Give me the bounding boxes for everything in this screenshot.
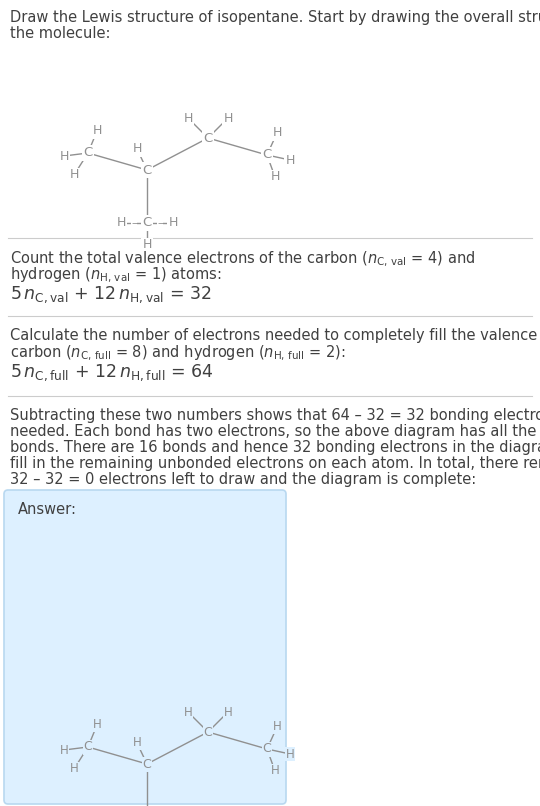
Text: H: H [272, 127, 282, 139]
Text: the molecule:: the molecule: [10, 26, 111, 41]
Text: H: H [132, 143, 141, 156]
Text: H: H [168, 217, 178, 230]
Text: C: C [84, 741, 92, 754]
Text: H: H [271, 171, 280, 184]
Text: H: H [92, 124, 102, 138]
Text: H: H [184, 705, 192, 718]
Text: C: C [83, 147, 93, 160]
Text: Count the total valence electrons of the carbon ($n_\mathregular{C,\,val}$ = 4) : Count the total valence electrons of the… [10, 250, 475, 269]
Text: C: C [262, 148, 272, 161]
Text: C: C [204, 725, 212, 738]
Text: $5\,n_\mathrm{C,full}$ + $12\,n_\mathrm{H,full}$ = 64: $5\,n_\mathrm{C,full}$ + $12\,n_\mathrm{… [10, 362, 214, 383]
Text: C: C [143, 217, 152, 230]
Text: bonds. There are 16 bonds and hence 32 bonding electrons in the diagram. Lastly,: bonds. There are 16 bonds and hence 32 b… [10, 440, 540, 455]
Text: Draw the Lewis structure of isopentane. Start by drawing the overall structure o: Draw the Lewis structure of isopentane. … [10, 10, 540, 25]
Text: H: H [116, 217, 126, 230]
Text: carbon ($n_\mathregular{C,\,full}$ = 8) and hydrogen ($n_\mathregular{H,\,full}$: carbon ($n_\mathregular{C,\,full}$ = 8) … [10, 344, 346, 364]
Text: H: H [286, 747, 294, 761]
Text: H: H [93, 718, 102, 732]
Text: H: H [59, 149, 69, 163]
Text: H: H [285, 153, 295, 167]
Text: $5\,n_\mathrm{C,val}$ + $12\,n_\mathrm{H,val}$ = 32: $5\,n_\mathrm{C,val}$ + $12\,n_\mathrm{H… [10, 284, 212, 305]
Text: fill in the remaining unbonded electrons on each atom. In total, there remain: fill in the remaining unbonded electrons… [10, 456, 540, 471]
Text: Subtracting these two numbers shows that 64 – 32 = 32 bonding electrons are: Subtracting these two numbers shows that… [10, 408, 540, 423]
Text: needed. Each bond has two electrons, so the above diagram has all the necessary: needed. Each bond has two electrons, so … [10, 424, 540, 439]
Text: H: H [133, 737, 141, 750]
Text: Answer:: Answer: [18, 502, 77, 517]
Text: C: C [262, 742, 272, 755]
Text: H: H [224, 705, 232, 718]
Text: H: H [271, 765, 279, 778]
Text: Calculate the number of electrons needed to completely fill the valence shells f: Calculate the number of electrons needed… [10, 328, 540, 343]
Text: C: C [143, 164, 152, 177]
Text: 32 – 32 = 0 electrons left to draw and the diagram is complete:: 32 – 32 = 0 electrons left to draw and t… [10, 472, 476, 487]
Text: H: H [59, 743, 69, 757]
Text: hydrogen ($n_\mathregular{H,\,val}$ = 1) atoms:: hydrogen ($n_\mathregular{H,\,val}$ = 1)… [10, 266, 221, 285]
Text: –: – [157, 218, 163, 228]
Text: C: C [204, 131, 213, 144]
Text: H: H [224, 111, 233, 124]
Text: H: H [273, 721, 281, 733]
FancyBboxPatch shape [4, 490, 286, 804]
Text: H: H [143, 239, 152, 251]
Text: H: H [70, 762, 78, 775]
Text: H: H [69, 168, 79, 181]
Text: H: H [183, 111, 193, 124]
Text: –: – [131, 218, 137, 228]
Text: C: C [143, 758, 151, 771]
